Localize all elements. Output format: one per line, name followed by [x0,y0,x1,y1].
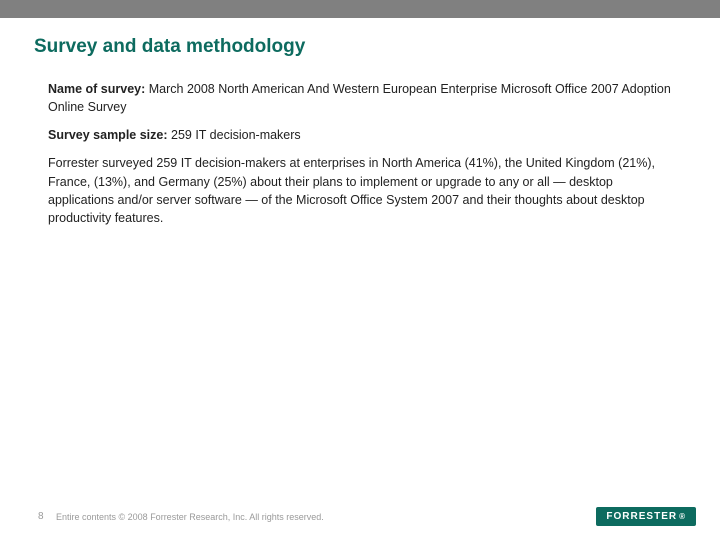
content-block: Name of survey: March 2008 North America… [48,80,680,227]
survey-name-label: Name of survey: [48,82,145,96]
survey-body-paragraph: Forrester surveyed 259 IT decision-maker… [48,154,680,227]
top-bar [0,0,720,18]
forrester-logo: FORRESTER® [596,507,696,526]
survey-size-paragraph: Survey sample size: 259 IT decision-make… [48,126,680,144]
survey-name-paragraph: Name of survey: March 2008 North America… [48,80,680,116]
footer: 8 Entire contents © 2008 Forrester Resea… [0,502,720,526]
copyright-text: Entire contents © 2008 Forrester Researc… [56,512,324,522]
survey-size-label: Survey sample size: [48,128,168,142]
page-number: 8 [38,511,44,522]
survey-size-value: 259 IT decision-makers [168,128,301,142]
logo-text: FORRESTER [606,511,677,522]
page-title: Survey and data methodology [34,36,720,58]
logo-registered-icon: ® [679,512,686,521]
